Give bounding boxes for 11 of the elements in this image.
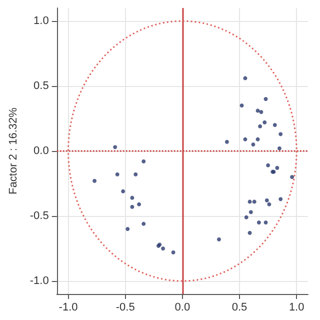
y-tick-label: -1.0 — [30, 275, 49, 287]
x-tick-label: -0.5 — [116, 302, 135, 314]
x-tick-label: 0.5 — [232, 302, 248, 314]
x-tick-label: 1.0 — [288, 302, 304, 314]
y-tick-label: -0.5 — [30, 210, 49, 222]
y-tick-label: 0.0 — [34, 145, 49, 157]
x-tick-label: -1.0 — [58, 302, 78, 314]
y-tick-label: 1.0 — [34, 15, 49, 27]
y-tick-label: 0.5 — [34, 80, 49, 92]
x-tick-label: 0.0 — [174, 302, 190, 314]
y-axis-title: Factor 2 : 16.32% — [8, 107, 20, 194]
